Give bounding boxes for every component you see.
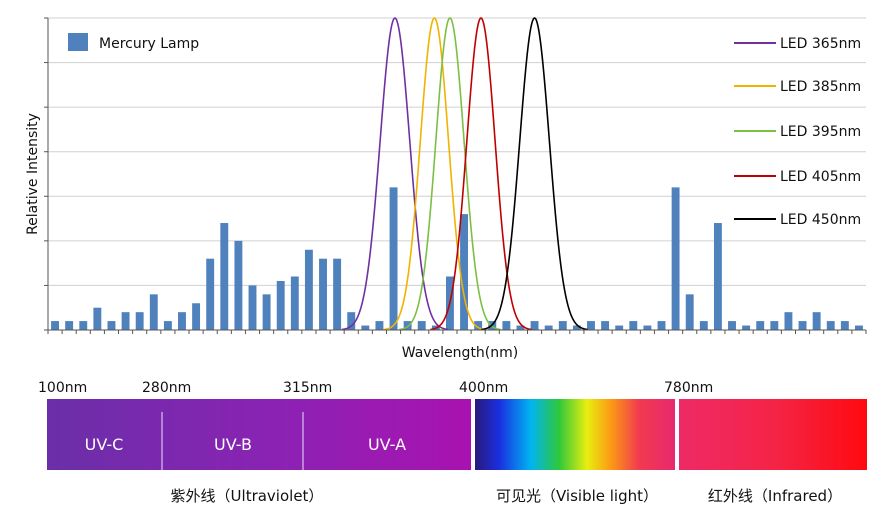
led-curves (341, 17, 588, 331)
svg-text:LED 395nm: LED 395nm (780, 124, 861, 140)
mercury-bar (262, 294, 271, 330)
svg-text:LED 450nm: LED 450nm (780, 212, 861, 228)
mercury-bar (685, 294, 694, 330)
mercury-bar (798, 321, 807, 330)
band-uva: UV-A (368, 435, 406, 454)
mercury-bar (163, 321, 172, 330)
caption-visible: 可见光（Visible light） (496, 487, 658, 505)
mercury-bar (178, 312, 186, 330)
svg-text:LED 385nm: LED 385nm (780, 79, 861, 95)
band-uvc: UV-C (85, 435, 124, 454)
mercury-bar (220, 223, 229, 330)
mercury-bar (234, 240, 243, 330)
legend-led-395: LED 395nm (734, 124, 861, 140)
mercury-bar (756, 321, 765, 330)
caption-infrared: 红外线（Infrared） (708, 487, 842, 505)
mercury-bar (699, 321, 708, 330)
mercury-bar (417, 321, 426, 330)
mercury-bar (855, 325, 863, 330)
led-curve-led-405nm (430, 17, 532, 331)
mercury-bar (601, 321, 610, 330)
legend-label-mercury: Mercury Lamp (99, 36, 199, 52)
axis-ticks (44, 17, 867, 334)
spectrum-labels: 100nm 280nm 315nm 400nm 780nm (38, 380, 713, 396)
led-curve-led-385nm (383, 17, 486, 331)
mercury-bar (671, 187, 680, 330)
tick-100nm: 100nm (38, 380, 87, 396)
x-axis-label: Wavelength(nm) (402, 345, 518, 361)
tick-280nm: 280nm (142, 380, 191, 396)
legend-led-405: LED 405nm (734, 169, 861, 185)
mercury-bar (713, 223, 722, 330)
mercury-bar (361, 325, 370, 330)
mercury-bar (558, 321, 567, 330)
svg-text:LED 365nm: LED 365nm (780, 36, 861, 52)
mercury-bar (65, 321, 74, 330)
band-uvb: UV-B (214, 435, 252, 454)
tick-780nm: 780nm (664, 380, 713, 396)
mercury-bar (502, 321, 511, 330)
mercury-bar (93, 307, 102, 330)
tick-315nm: 315nm (283, 380, 332, 396)
mercury-bar (643, 325, 652, 330)
mercury-bar (149, 294, 158, 330)
mercury-bar (460, 214, 468, 330)
mercury-bar (587, 321, 595, 330)
caption-ultraviolet: 紫外线（Ultraviolet） (171, 487, 324, 505)
svg-text:LED 405nm: LED 405nm (780, 169, 861, 185)
mercury-bar (516, 325, 525, 330)
y-axis-label: Relative Intensity (25, 113, 41, 235)
mercury-bar (728, 321, 736, 330)
mercury-bar (784, 312, 793, 330)
mercury-bar (135, 312, 144, 330)
mercury-bar (248, 285, 257, 330)
mercury-bar (530, 321, 539, 330)
mercury-bar (319, 258, 327, 330)
visible-band (475, 399, 675, 470)
uv-band (47, 399, 471, 470)
led-curve-led-450nm (481, 17, 588, 331)
mercury-bar (572, 325, 581, 330)
led-curve-led-365nm (341, 17, 449, 331)
mercury-bar (333, 258, 342, 330)
tick-400nm: 400nm (459, 380, 508, 396)
mercury-bar (840, 321, 849, 330)
legend-led-385: LED 385nm (734, 79, 861, 95)
mercury-bar (615, 325, 624, 330)
mercury-bar (79, 321, 88, 330)
mercury-bar (629, 321, 638, 330)
mercury-bar (121, 312, 130, 330)
mercury-bar (51, 321, 59, 330)
mercury-bar (192, 303, 201, 330)
mercury-bar (107, 321, 116, 330)
mercury-bar (812, 312, 821, 330)
mercury-bar (389, 187, 398, 330)
mercury-bar (375, 321, 384, 330)
mercury-bar (474, 321, 483, 330)
led-curve-led-395nm (399, 17, 501, 331)
infrared-band (679, 399, 867, 470)
mercury-bar (826, 321, 835, 330)
legend-led-450: LED 450nm (734, 212, 861, 228)
mercury-bar (770, 321, 779, 330)
mercury-bar (544, 325, 553, 330)
legend-swatch-mercury (68, 33, 88, 51)
mercury-bar (276, 280, 285, 330)
mercury-bar (657, 321, 666, 330)
mercury-bar (347, 312, 356, 330)
legend-led-365: LED 365nm (734, 36, 861, 52)
mercury-bar (206, 258, 215, 330)
mercury-bar (304, 249, 313, 330)
mercury-bar (290, 276, 299, 330)
mercury-bar (742, 325, 751, 330)
